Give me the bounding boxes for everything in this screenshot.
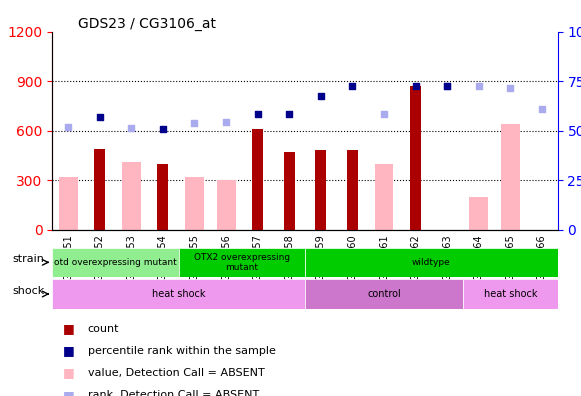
Point xyxy=(221,119,231,126)
Point xyxy=(95,114,105,121)
Point xyxy=(127,125,136,131)
Text: otd overexpressing mutant: otd overexpressing mutant xyxy=(54,258,177,267)
Point xyxy=(190,120,199,126)
FancyBboxPatch shape xyxy=(52,279,305,309)
Point xyxy=(158,126,167,132)
Point xyxy=(348,83,357,89)
Text: value, Detection Call = ABSENT: value, Detection Call = ABSENT xyxy=(88,368,264,378)
FancyBboxPatch shape xyxy=(305,248,558,277)
Point xyxy=(505,85,515,91)
Text: wildtype: wildtype xyxy=(412,258,451,267)
Bar xyxy=(315,150,327,230)
Bar xyxy=(469,197,488,230)
Bar xyxy=(284,152,295,230)
Point xyxy=(63,124,73,131)
Point xyxy=(316,93,325,99)
Bar xyxy=(375,164,393,230)
Text: ■: ■ xyxy=(62,367,74,379)
FancyBboxPatch shape xyxy=(305,279,463,309)
Bar xyxy=(410,86,421,230)
Text: heat shock: heat shock xyxy=(483,289,537,299)
Bar xyxy=(252,129,263,230)
Point xyxy=(443,83,452,89)
Point xyxy=(411,83,420,89)
Bar xyxy=(217,180,235,230)
Point xyxy=(253,111,262,117)
Point xyxy=(379,111,389,117)
Text: heat shock: heat shock xyxy=(152,289,206,299)
Text: count: count xyxy=(88,324,119,334)
Text: GDS23 / CG3106_at: GDS23 / CG3106_at xyxy=(78,17,216,30)
Bar xyxy=(185,177,204,230)
Point xyxy=(285,111,294,117)
Point xyxy=(443,83,452,89)
Bar xyxy=(59,177,78,230)
Text: rank, Detection Call = ABSENT: rank, Detection Call = ABSENT xyxy=(88,390,259,396)
Text: OTX2 overexpressing
mutant: OTX2 overexpressing mutant xyxy=(194,253,290,272)
FancyBboxPatch shape xyxy=(179,248,305,277)
Text: strain: strain xyxy=(13,254,44,265)
Bar xyxy=(122,162,141,230)
Bar xyxy=(157,164,168,230)
Text: control: control xyxy=(367,289,401,299)
Text: percentile rank within the sample: percentile rank within the sample xyxy=(88,346,275,356)
Bar xyxy=(94,149,105,230)
Text: ■: ■ xyxy=(62,322,74,335)
Bar xyxy=(347,150,358,230)
FancyBboxPatch shape xyxy=(463,279,558,309)
Point xyxy=(474,83,483,89)
Text: ■: ■ xyxy=(62,345,74,357)
Point xyxy=(537,106,547,112)
Text: shock: shock xyxy=(12,286,44,296)
FancyBboxPatch shape xyxy=(52,248,179,277)
Text: ■: ■ xyxy=(62,389,74,396)
Bar xyxy=(501,124,520,230)
